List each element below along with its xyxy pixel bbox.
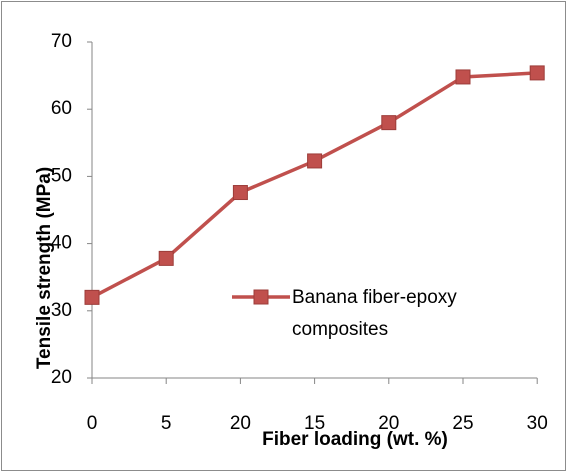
x-tick-label: 25 (452, 413, 473, 434)
legend-marker (253, 289, 269, 305)
x-tick-label: 5 (161, 413, 172, 434)
x-tick-label: 15 (304, 413, 325, 434)
y-tick-label: 70 (51, 31, 72, 52)
point-marker (381, 115, 397, 131)
point-marker (307, 153, 323, 169)
y-tick-label: 40 (51, 233, 72, 254)
y-tick-label: 30 (51, 300, 72, 321)
y-axis-title: Tensile strength (MPa) (34, 167, 55, 369)
y-tick-label: 60 (51, 98, 72, 119)
x-axis-title: Fiber loading (wt. %) (262, 429, 448, 450)
x-tick-label: 20 (230, 413, 251, 434)
legend-label: Banana fiber-epoxy composites (292, 287, 457, 340)
point-marker (455, 69, 471, 85)
point-marker (232, 185, 248, 201)
y-tick-label: 20 (51, 367, 72, 388)
point-marker (529, 65, 545, 81)
x-tick-label: 20 (378, 413, 399, 434)
point-marker (84, 289, 100, 305)
y-tick-label: 50 (51, 165, 72, 186)
x-tick-label: 0 (87, 413, 98, 434)
point-marker (158, 250, 174, 266)
x-tick-label: 30 (527, 413, 548, 434)
